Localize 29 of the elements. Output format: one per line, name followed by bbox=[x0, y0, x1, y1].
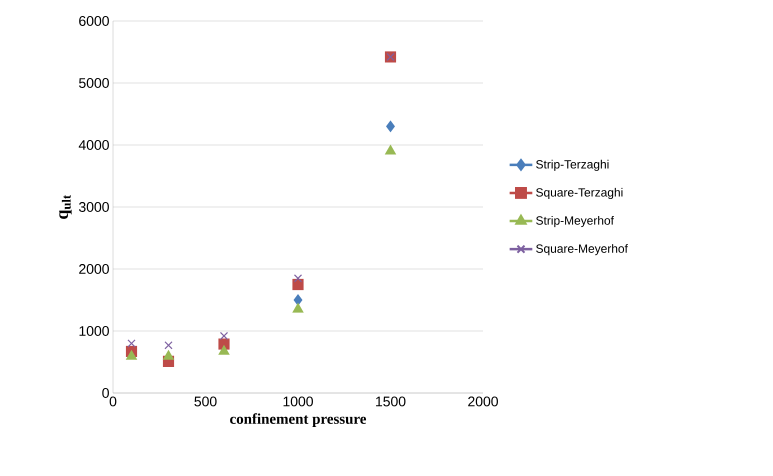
y-tick-label: 4000 bbox=[78, 140, 109, 150]
point bbox=[294, 274, 302, 282]
x-axis-title: confinement pressure bbox=[230, 413, 366, 427]
y-tick-label: 0 bbox=[102, 388, 109, 398]
x-tick-label: 0 bbox=[110, 396, 116, 406]
point bbox=[164, 341, 173, 350]
y-tick-label: 2000 bbox=[79, 264, 109, 274]
x-tick-label: 1000 bbox=[284, 396, 313, 406]
y-tick-label: 1000 bbox=[80, 326, 109, 336]
y-tick-label: 3000 bbox=[78, 202, 109, 212]
x-tick-label: 2000 bbox=[468, 396, 498, 406]
point bbox=[292, 303, 304, 313]
y-axis-title: q$_{ult}$ bbox=[59, 194, 72, 219]
y-tick-label: 6000 bbox=[79, 16, 109, 26]
point bbox=[126, 350, 137, 360]
y-tick-label: 5000 bbox=[79, 78, 109, 88]
point bbox=[218, 345, 230, 355]
point bbox=[220, 332, 228, 340]
point bbox=[127, 339, 136, 348]
point bbox=[163, 350, 174, 360]
legend-label: Strip-Meyerhof bbox=[536, 216, 614, 228]
x-tick-label: 500 bbox=[194, 396, 217, 406]
legend-label: Strip-Terzaghi bbox=[536, 160, 608, 171]
point bbox=[385, 145, 396, 155]
legend-label: Square-Terzaghi bbox=[536, 188, 622, 200]
legend-label: Square-Meyerhof bbox=[536, 244, 628, 256]
x-tick-label: 1500 bbox=[376, 396, 406, 406]
point bbox=[386, 120, 395, 132]
point bbox=[294, 294, 302, 306]
